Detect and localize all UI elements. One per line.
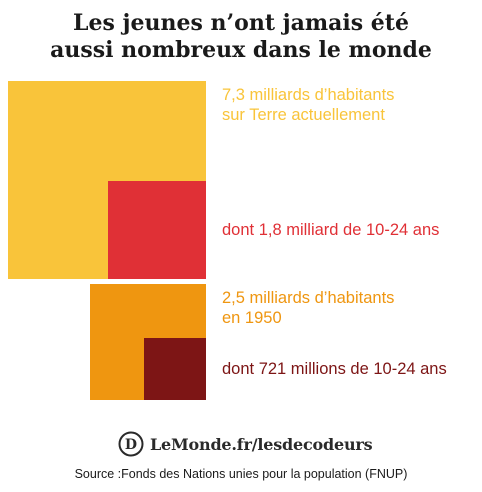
- brand-text: LeMonde.fr/lesdecodeurs: [150, 434, 373, 454]
- label-world-population-1950-line-1: 2,5 milliards d’habitants: [222, 289, 395, 307]
- le-monde-decodeurs-logo-icon: D: [118, 431, 144, 457]
- label-world-population-today: 7,3 milliards d’habitants sur Terre actu…: [222, 85, 394, 125]
- label-youth-population-1950: dont 721 millions de 10-24 ans: [222, 360, 447, 378]
- label-world-population-1950: 2,5 milliards d’habitants en 1950: [222, 288, 394, 328]
- chart-title: Les jeunes n’ont jamais été aussi nombre…: [0, 10, 482, 64]
- source-note: Source :Fonds des Nations unies pour la …: [74, 467, 408, 481]
- brand-logo-letter: D: [125, 437, 137, 453]
- label-world-population-today-line-1: 7,3 milliards d’habitants: [222, 86, 395, 104]
- chart-title-line-2: aussi nombreux dans le monde: [50, 37, 432, 63]
- brand-link[interactable]: D LeMonde.fr/lesdecodeurs: [118, 431, 373, 457]
- label-world-population-today-line-2: sur Terre actuellement: [222, 106, 385, 124]
- label-youth-population-today: dont 1,8 milliard de 10-24 ans: [222, 221, 440, 239]
- label-world-population-1950-line-2: en 1950: [222, 309, 282, 327]
- chart-title-line-1: Les jeunes n’ont jamais été: [73, 10, 409, 36]
- square-youth-population-1950: [144, 338, 206, 400]
- square-youth-population-today: [108, 181, 206, 279]
